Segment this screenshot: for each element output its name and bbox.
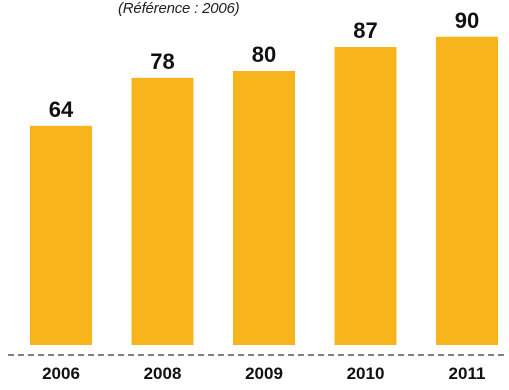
x-tick-label-2011: 2011 <box>449 364 486 383</box>
value-labels-group: 64 78 80 87 90 <box>49 8 479 122</box>
x-tick-label-2010: 2010 <box>347 364 385 383</box>
value-label-2009: 80 <box>252 42 276 67</box>
chart-subtitle: (Référence : 2006) <box>118 0 240 17</box>
bar-2009 <box>233 71 295 345</box>
x-tick-label-2006: 2006 <box>42 364 80 383</box>
bar-2006 <box>30 125 92 345</box>
bar-2008 <box>131 77 194 345</box>
x-tick-label-2008: 2008 <box>144 364 182 383</box>
value-label-2010: 87 <box>353 18 377 43</box>
x-tick-label-2009: 2009 <box>245 364 283 383</box>
value-label-2006: 64 <box>49 97 74 122</box>
bar-2010 <box>334 47 397 346</box>
value-label-2008: 78 <box>150 49 174 74</box>
x-tick-labels-group: 2006 2008 2009 2010 2011 <box>42 364 485 383</box>
bar-2011 <box>436 36 498 345</box>
bars-group <box>30 36 498 346</box>
value-label-2011: 90 <box>455 8 479 33</box>
